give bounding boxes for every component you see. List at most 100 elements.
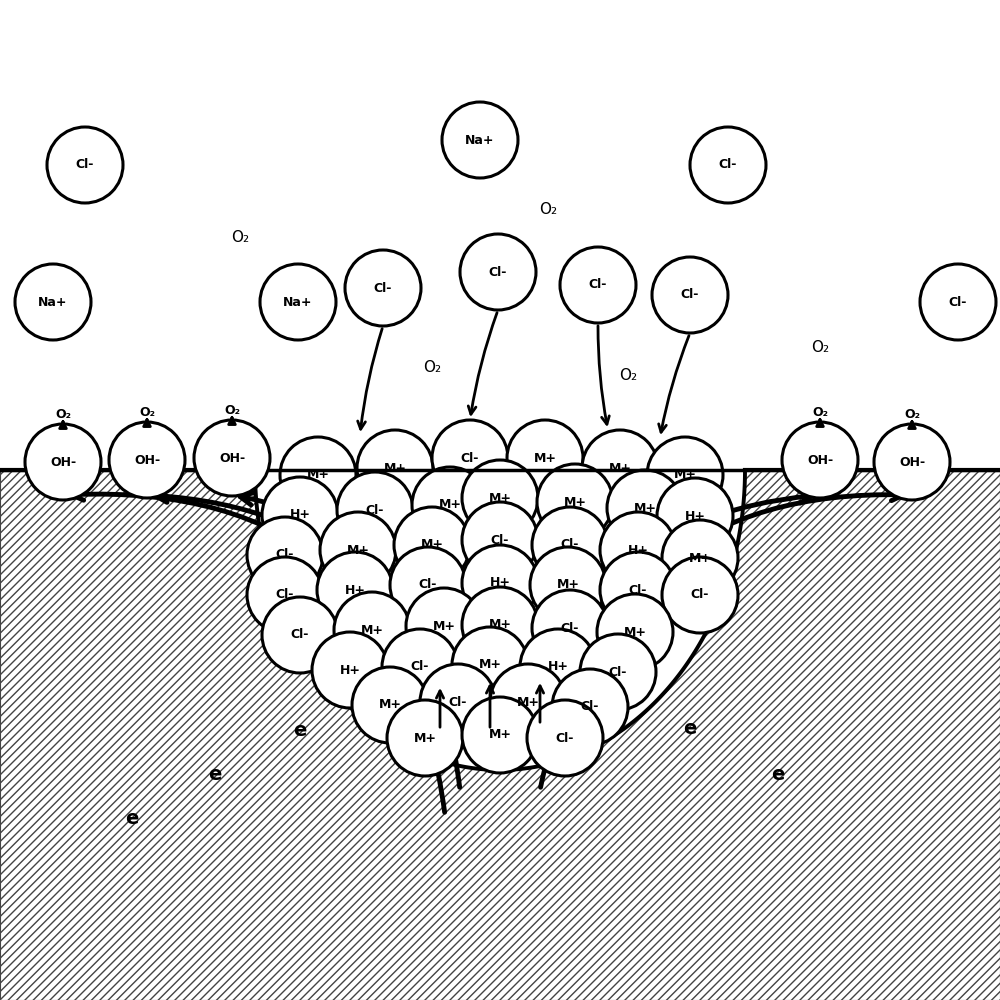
Text: M+: M+	[432, 619, 456, 633]
Text: Cl-: Cl-	[949, 296, 967, 308]
Text: Cl-: Cl-	[449, 696, 467, 708]
Circle shape	[607, 470, 683, 546]
Text: H+: H+	[490, 576, 511, 589]
Text: Cl-: Cl-	[561, 538, 579, 552]
Circle shape	[320, 512, 396, 588]
Circle shape	[317, 552, 393, 628]
Text: M+: M+	[608, 462, 632, 475]
Text: Cl-: Cl-	[691, 588, 709, 601]
Circle shape	[520, 629, 596, 705]
Text: Cl-: Cl-	[561, 621, 579, 635]
Text: e: e	[208, 766, 222, 784]
Circle shape	[530, 547, 606, 623]
Text: Cl-: Cl-	[411, 661, 429, 674]
Text: OH-: OH-	[899, 456, 925, 468]
Text: M+: M+	[564, 495, 586, 508]
Text: M+: M+	[384, 462, 406, 475]
Text: Cl-: Cl-	[609, 666, 627, 679]
Text: M+: M+	[488, 491, 512, 504]
Circle shape	[462, 697, 538, 773]
Text: O₂: O₂	[812, 406, 828, 420]
Text: M+: M+	[488, 618, 512, 632]
Text: e: e	[125, 808, 139, 827]
Circle shape	[432, 420, 508, 496]
Text: Cl-: Cl-	[489, 265, 507, 278]
Circle shape	[490, 664, 566, 740]
Circle shape	[600, 552, 676, 628]
Text: M+: M+	[624, 626, 646, 639]
Circle shape	[312, 632, 388, 708]
Polygon shape	[255, 470, 745, 770]
Text: O₂: O₂	[811, 340, 829, 356]
Circle shape	[394, 507, 470, 583]
Circle shape	[387, 700, 463, 776]
Circle shape	[462, 502, 538, 578]
Text: M+: M+	[534, 452, 556, 464]
Text: O₂: O₂	[139, 406, 155, 420]
Circle shape	[352, 667, 428, 743]
Text: M+: M+	[634, 502, 656, 514]
Text: M+: M+	[438, 498, 462, 512]
Circle shape	[412, 467, 488, 543]
Circle shape	[462, 587, 538, 663]
Circle shape	[337, 472, 413, 548]
Bar	[0, 470, 1000, 1000]
Text: Cl-: Cl-	[276, 548, 294, 562]
Circle shape	[690, 127, 766, 203]
Text: e: e	[771, 766, 785, 784]
Circle shape	[537, 464, 613, 540]
Text: O₂: O₂	[231, 231, 249, 245]
Circle shape	[580, 634, 656, 710]
Circle shape	[507, 420, 583, 496]
Circle shape	[532, 590, 608, 666]
Text: M+: M+	[378, 698, 402, 711]
Circle shape	[280, 437, 356, 513]
Circle shape	[262, 597, 338, 673]
Circle shape	[406, 588, 482, 664]
Circle shape	[597, 594, 673, 670]
Circle shape	[25, 424, 101, 500]
FancyArrowPatch shape	[240, 493, 478, 762]
Circle shape	[657, 478, 733, 554]
Text: Cl-: Cl-	[419, 578, 437, 591]
Text: O₂: O₂	[423, 360, 441, 375]
Text: M+: M+	[479, 659, 502, 672]
Circle shape	[382, 629, 458, 705]
Circle shape	[647, 437, 723, 513]
Text: O₂: O₂	[904, 408, 920, 422]
Text: M+: M+	[556, 578, 580, 591]
Text: M+: M+	[488, 728, 512, 742]
Text: Cl-: Cl-	[719, 158, 737, 172]
Text: Cl-: Cl-	[374, 282, 392, 294]
Text: Na+: Na+	[465, 133, 495, 146]
Circle shape	[662, 520, 738, 596]
Circle shape	[874, 424, 950, 500]
FancyArrowPatch shape	[541, 488, 904, 787]
Circle shape	[527, 700, 603, 776]
Text: Cl-: Cl-	[461, 452, 479, 464]
Bar	[0, 470, 1000, 1000]
Text: Cl-: Cl-	[681, 288, 699, 301]
Circle shape	[452, 627, 528, 703]
Circle shape	[260, 264, 336, 340]
Circle shape	[552, 669, 628, 745]
Circle shape	[782, 422, 858, 498]
Circle shape	[662, 557, 738, 633]
Circle shape	[920, 264, 996, 340]
Circle shape	[109, 422, 185, 498]
Circle shape	[247, 517, 323, 593]
Text: M+: M+	[347, 544, 370, 556]
Text: H+: H+	[684, 510, 706, 522]
Text: Cl-: Cl-	[589, 278, 607, 291]
Circle shape	[442, 102, 518, 178]
Text: O₂: O₂	[224, 404, 240, 418]
Text: M+: M+	[360, 624, 384, 637]
Text: O₂: O₂	[539, 202, 557, 218]
Text: Cl-: Cl-	[76, 158, 94, 172]
Circle shape	[345, 250, 421, 326]
Circle shape	[15, 264, 91, 340]
Text: Cl-: Cl-	[491, 534, 509, 546]
Circle shape	[247, 557, 323, 633]
Text: H+: H+	[548, 661, 568, 674]
Circle shape	[560, 247, 636, 323]
